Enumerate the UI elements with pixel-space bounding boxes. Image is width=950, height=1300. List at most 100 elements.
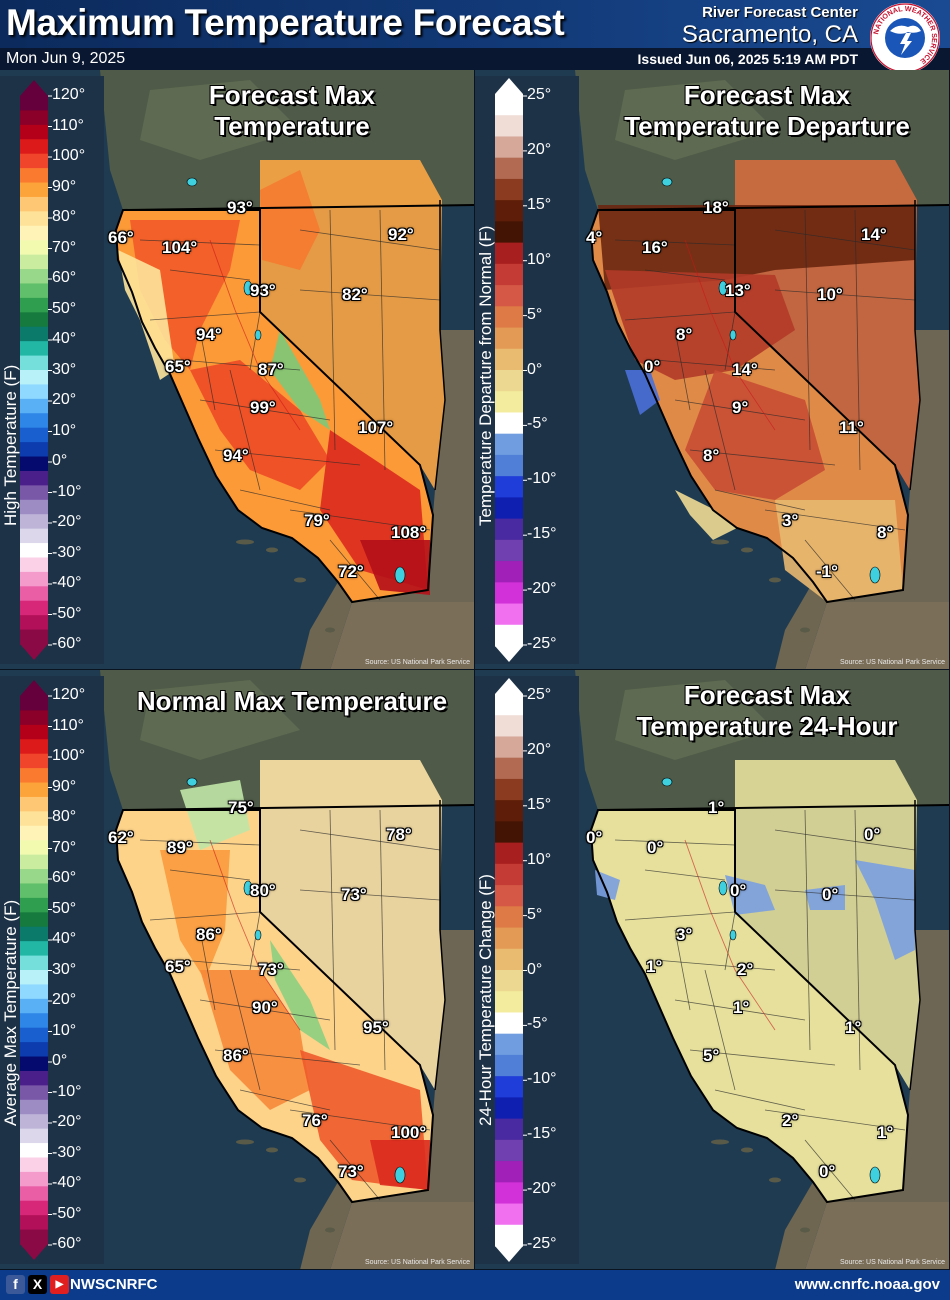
website-link[interactable]: www.cnrfc.noaa.gov [794, 1276, 940, 1293]
county-line [299, 829, 441, 851]
county-line [149, 311, 261, 321]
island [325, 1227, 335, 1233]
colorbar-swatch [20, 1143, 48, 1159]
header-bar: Maximum Temperature Forecast Mon Jun 9, … [0, 0, 950, 73]
map-value-label: 18° [703, 198, 729, 217]
panel-normal-max: 120° 110° 100° 90° 80° 70° 60° 50° 40° 30° 20° 10° 0… [0, 670, 475, 1270]
colorbar-tick-label: -50° [52, 1204, 82, 1222]
island [325, 627, 335, 633]
county-line [674, 329, 691, 411]
colorbar-swatch [20, 1200, 48, 1216]
facebook-icon[interactable]: f [6, 1275, 25, 1294]
value-region [360, 540, 430, 595]
colorbar-tick-label: 0° [527, 960, 543, 978]
lake [661, 177, 673, 187]
colorbar-tick-label: 10° [52, 1021, 77, 1039]
colorbar-tick-label: 70° [52, 838, 77, 856]
map-value-label: 75° [228, 798, 254, 817]
map-value-label: 3° [782, 511, 799, 530]
value-region [270, 940, 330, 1050]
or-border [122, 804, 474, 811]
value-region [180, 780, 250, 850]
value-region [160, 850, 230, 980]
county-line [674, 999, 806, 1021]
map-value-label: 8° [703, 446, 720, 465]
colorbar-tick-label: -20° [527, 1180, 557, 1198]
map-value-label: 104° [162, 238, 198, 257]
ca-border [114, 209, 435, 604]
map-value-label: 95° [363, 1018, 389, 1037]
colorbar-tick-label: -5° [527, 1015, 548, 1033]
county-line [179, 959, 301, 971]
panel-title-line: Forecast Max [683, 80, 851, 110]
colorbar-swatch [20, 211, 48, 227]
colorbar-swatch [20, 269, 48, 285]
colorbar-swatch [495, 1182, 523, 1205]
colorbar-swatch [495, 200, 523, 222]
lake [661, 777, 673, 787]
colorbar-swatch [20, 600, 48, 616]
social-handle[interactable]: NWSCNRFC [70, 1276, 158, 1293]
x-icon[interactable]: X [28, 1275, 47, 1294]
colorbar-swatch [20, 557, 48, 573]
colorbar-swatch [495, 842, 523, 865]
salton-sea [394, 1166, 406, 1184]
colorbar-tick-label: 90° [52, 177, 77, 195]
colorbar-swatch [20, 543, 48, 559]
county-line [199, 329, 216, 411]
colorbar-swatch [495, 736, 523, 759]
colorbar-swatch [20, 1215, 48, 1231]
colorbar-swatch [495, 157, 523, 180]
mexico-terrain [330, 602, 474, 669]
colorbar-tick-label: -10° [527, 470, 557, 488]
lake [186, 177, 198, 187]
colorbar-swatch [20, 825, 48, 841]
colorbar-title: Temperature Departure from Normal (F) [476, 225, 495, 526]
colorbar-swatch [495, 778, 523, 801]
colorbar-swatch [20, 710, 48, 726]
panel-title: Forecast Max Temperature Departure [585, 80, 949, 142]
island [741, 1147, 753, 1153]
colorbar-swatch [495, 694, 523, 716]
county-line [674, 399, 806, 421]
source-note: Source: US National Park Service [839, 659, 945, 666]
county-line [139, 239, 261, 246]
colorbar-tick-label: -40° [52, 1174, 82, 1191]
colorbar-tick-label: 90° [52, 777, 77, 795]
colorbar-swatch [20, 182, 48, 198]
lake [729, 329, 737, 341]
value-region [130, 220, 240, 370]
county-line [624, 911, 736, 921]
map-value-label: 76° [302, 1111, 328, 1130]
county-line [724, 911, 736, 971]
colorbar-swatch [20, 1056, 48, 1072]
colorbar-tick-label: -20° [527, 580, 557, 598]
colorbar-tick-label: 15° [527, 795, 552, 813]
county-line [179, 359, 301, 371]
county-line [169, 269, 251, 281]
map-value-label: 3° [676, 925, 693, 944]
panel-title-line: Normal Max Temperature [136, 686, 448, 716]
colorbar-tick-label: 0° [52, 1052, 68, 1069]
map-value-label: 66° [108, 228, 134, 247]
map-value-label: 2° [782, 1111, 799, 1130]
colorbar-swatch [20, 240, 48, 256]
island [266, 547, 278, 553]
county-line [169, 869, 251, 881]
map-value-label: 1° [845, 1018, 862, 1037]
county-line [854, 809, 861, 1071]
baja-terrain [775, 1182, 827, 1269]
lake-tahoe [718, 280, 728, 296]
colorbar-swatch [20, 168, 48, 184]
colorbar-swatch [20, 1114, 48, 1130]
map-value-label: 92° [388, 225, 414, 244]
issued-time: Issued Jun 06, 2025 5:19 AM PDT [637, 51, 858, 67]
office-location: Sacramento, CA [681, 21, 858, 48]
panel-departure: 25° 20° 15° 10° 5° 0° -5° -10° -15° -20° -25° Tempe… [475, 70, 950, 670]
colorbar-tick-label: 5° [527, 905, 543, 923]
youtube-icon[interactable]: ▶ [50, 1275, 69, 1294]
county-line [229, 369, 261, 491]
colorbar-swatch [20, 897, 48, 913]
colorbar-tick-label: -10° [52, 1082, 82, 1100]
colorbar-swatch [20, 955, 48, 971]
